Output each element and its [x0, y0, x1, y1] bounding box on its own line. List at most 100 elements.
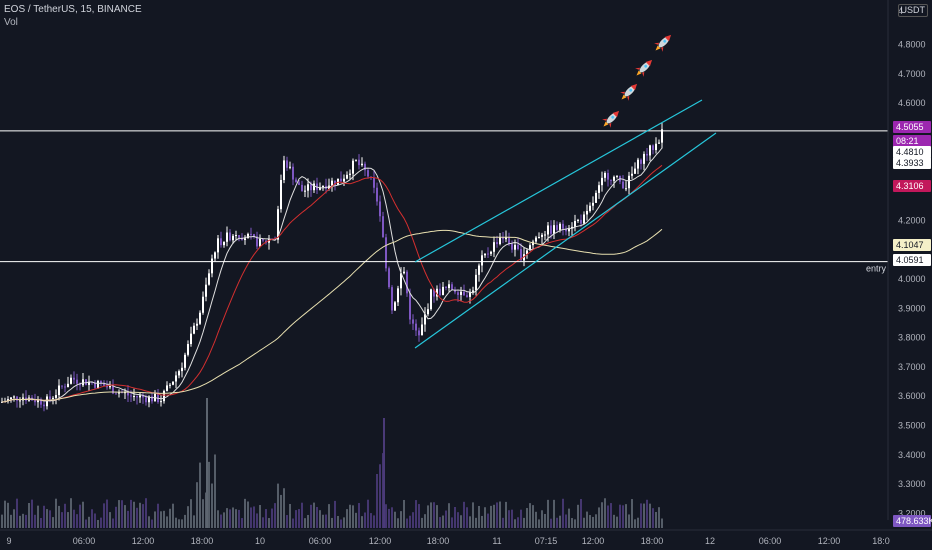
volume-bar — [589, 515, 591, 528]
volume-bar — [217, 510, 219, 528]
volume-bar — [181, 519, 183, 528]
candle-body — [544, 234, 546, 236]
candle-body — [439, 288, 441, 296]
volume-bar — [445, 510, 447, 528]
candle-body — [193, 325, 195, 334]
candle-body — [364, 163, 366, 171]
volume-bar — [142, 504, 144, 528]
volume-bar — [409, 515, 411, 528]
volume-bar — [547, 499, 549, 528]
symbol-title[interactable]: EOS / TetherUS, 15, BINANCE — [4, 4, 142, 15]
candle-body — [88, 381, 90, 385]
price-tag-box — [893, 157, 931, 169]
candle-body — [388, 268, 390, 288]
candle-body — [571, 226, 573, 229]
moving-average-line — [1, 228, 663, 403]
price-tag-text: 478.633K — [896, 516, 932, 526]
volume-bar — [286, 515, 288, 528]
volume-bar — [97, 519, 99, 528]
candle-body — [286, 160, 288, 168]
time-axis[interactable]: 9 06:00 12:00 18:00 10 06:00 12:00 18:00 11 07:15… — [0, 529, 932, 546]
volume-bar — [121, 500, 123, 528]
candle-body — [184, 354, 186, 368]
candle-body — [628, 175, 630, 189]
candle-body — [607, 172, 609, 180]
volume-bar — [166, 516, 168, 528]
candle-body — [322, 185, 324, 188]
candle-body — [586, 210, 588, 215]
candle-body — [580, 219, 582, 224]
price-tag-box — [893, 254, 931, 266]
candle-body — [409, 293, 411, 320]
volume-bar — [352, 505, 354, 528]
volume-bar — [361, 516, 363, 528]
volume-bar — [130, 499, 132, 528]
candle-body — [202, 296, 204, 313]
candle-body — [100, 380, 102, 384]
volume-bar — [1, 514, 3, 528]
price-axis[interactable]: 3.2000 3.3000 3.4000 3.5000 3.6000 3.7000 3.80… — [887, 0, 926, 520]
candle-body — [361, 163, 363, 166]
candle-body — [280, 180, 282, 210]
y-tick-label: 4.8000 — [898, 40, 926, 50]
volume-bar — [196, 482, 198, 528]
currency-badge[interactable]: USDT — [897, 4, 928, 17]
volume-bar — [565, 514, 567, 528]
candle-body — [514, 244, 516, 250]
candle-body — [400, 273, 402, 289]
volume-bar — [55, 498, 57, 528]
candle-body — [238, 235, 240, 238]
volume-bar — [553, 499, 555, 528]
volume-bar — [169, 508, 171, 528]
volume-bar — [580, 499, 582, 528]
volume-bar — [418, 504, 420, 528]
trend-channel[interactable] — [414, 99, 717, 349]
y-tick-label: 3.6000 — [898, 391, 926, 401]
volume-bar — [397, 518, 399, 528]
x-tick-label: 06:00 — [309, 536, 332, 546]
candle-body — [550, 225, 552, 234]
candle-body — [139, 395, 141, 398]
candle-body — [340, 178, 342, 182]
volume-bar — [25, 514, 27, 528]
candle-body — [145, 397, 147, 403]
horizontal-levels[interactable]: entry — [0, 130, 888, 274]
volume-bar — [661, 518, 663, 528]
volume-bar — [505, 501, 507, 528]
candle-body — [244, 238, 246, 241]
volume-bar — [478, 505, 480, 528]
x-tick-label: 11 — [492, 536, 501, 546]
candle-body — [217, 238, 219, 253]
candle-body — [73, 377, 75, 380]
candle-body — [277, 209, 279, 240]
candle-body — [373, 177, 375, 188]
volume-bar — [433, 502, 435, 528]
volume-bar — [652, 508, 654, 528]
candle-body — [178, 371, 180, 376]
volume-bar — [43, 505, 45, 528]
volume-bar — [85, 519, 87, 528]
candle-body — [142, 395, 144, 398]
volume-legend[interactable]: Vol — [4, 17, 18, 28]
volume-bar — [391, 507, 393, 528]
candle-body — [478, 265, 480, 275]
candle-body — [562, 223, 564, 229]
candle-body — [133, 396, 135, 398]
candle-body — [457, 292, 459, 295]
volume-bar — [616, 516, 618, 528]
volume-bar — [517, 517, 519, 528]
price-tag-text: 4.3106 — [896, 181, 924, 191]
candle-body — [565, 228, 567, 232]
candle-body — [526, 250, 528, 255]
volume-bar — [199, 462, 201, 528]
candle-body — [16, 396, 18, 401]
candle-body — [274, 238, 276, 240]
candle-body — [136, 396, 138, 398]
y-tick-label: 3.2000 — [898, 508, 926, 518]
candle-body — [295, 179, 297, 183]
candle-body — [487, 253, 489, 255]
volume-bar — [649, 503, 651, 528]
volume-bar — [334, 500, 336, 528]
candle-body — [358, 159, 360, 166]
